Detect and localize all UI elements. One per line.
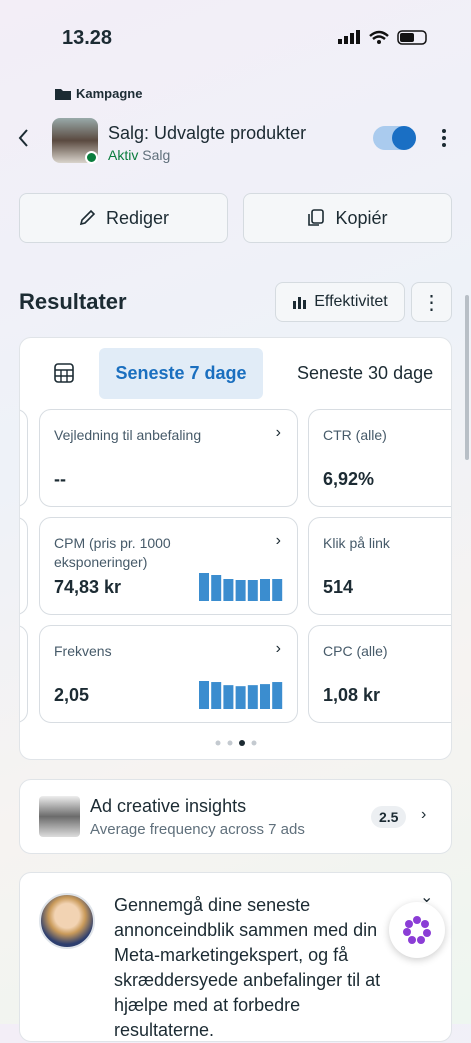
edit-label: Rediger [105,207,170,228]
chevron: › [275,424,281,441]
back-button[interactable] [17,128,31,148]
results-more[interactable]: ⋮ [411,282,452,322]
spark-bar [211,682,222,709]
spark-bar [199,573,209,601]
active-dot [85,151,98,164]
metric-card-partial [20,625,28,723]
status: Aktiv [108,147,139,163]
spark-bar [199,681,209,709]
insights-title: Ad creative insights [90,796,247,816]
metric-card[interactable]: CPM (pris pr. 1000 eksponeringer) 74,83 k… [39,517,298,615]
chevron: › [421,806,427,823]
insights-thumbnail [39,796,80,837]
sparkline [199,681,283,709]
spark-bar [235,580,246,601]
assistant-card: Gennemgå dine seneste annonceindblik sam… [19,872,452,1042]
table-icon[interactable] [54,363,74,383]
scrollbar [465,295,469,460]
metric-value: 6,92% [323,469,375,489]
spark-bar [272,579,283,601]
toggle[interactable] [373,126,416,150]
tag-text: Kampagne [76,86,143,101]
metric-value: 514 [323,577,354,597]
ai-button[interactable] [389,902,445,958]
spark-bar [260,579,270,601]
badge: 2.5 [371,806,407,828]
assistant-message: Gennemgå dine seneste annonceindblik sam… [114,895,381,1040]
insights-card[interactable]: Ad creative insights Average frequency a… [19,779,452,854]
objective: Salg [142,147,171,163]
metric-card-partial [20,409,28,507]
metric-label: CTR (alle) [323,427,387,443]
view-label: Effektivitet [314,293,388,310]
copy-label: Kopiér [335,207,388,228]
spark-bar [272,682,283,709]
metric-card: CPC (alle) 1,08 kr [308,625,451,723]
tag: Kampagne [55,86,142,101]
metric-card[interactable]: Vejledning til anbefaling -- › [39,409,298,507]
view-button[interactable]: Effektivitet [275,282,405,322]
metric-value: 1,08 kr [323,685,381,705]
status-time: 13.28 [62,27,113,49]
metric-card: Klik på link 514 [308,517,451,615]
metric-label: CPM (pris pr. 1000 eksponeringer) [54,535,171,570]
tab-selected[interactable]: Seneste 7 dage [99,348,263,399]
spark-bar [247,685,258,709]
sparkline [199,573,283,601]
spark-bar [211,575,222,601]
copy-button[interactable]: Kopiér [243,193,452,243]
chevron: › [275,532,281,549]
chevron: › [275,640,281,657]
collapse[interactable]: ⌄ [420,889,434,906]
metric-value: -- [54,469,66,489]
metric-card-partial [20,517,28,615]
insights-subtitle: Average frequency across 7 ads [90,821,305,838]
metric-label: Frekvens [54,643,112,659]
metric-card: CTR (alle) 6,92% [308,409,451,507]
metric-label: Vejledning til anbefaling [54,427,202,443]
results-card: Seneste 7 dage Seneste 30 dage Vejlednin… [19,337,452,760]
spark-bar [223,579,234,601]
section-title: Resultater [19,289,127,314]
metric-label: Klik på link [323,535,390,551]
metric-label: CPC (alle) [323,643,388,659]
metric-value: 74,83 kr [54,577,122,597]
spark-bar [247,580,258,601]
spark-bar [223,685,234,709]
pagination [215,734,265,746]
spark-bar [260,684,270,709]
status-icons [338,30,427,45]
metric-value: 2,05 [54,685,90,705]
more-button[interactable] [440,128,448,150]
campaign-meta: Aktiv Salg [108,147,170,163]
spark-bar [235,686,246,709]
edit-button[interactable]: Rediger [19,193,228,243]
metric-card[interactable]: Frekvens 2,05 › [39,625,298,723]
tab[interactable]: Seneste 30 dage [297,363,434,383]
avatar [39,893,95,949]
campaign-title: Salg: Udvalgte produkter [108,123,307,143]
